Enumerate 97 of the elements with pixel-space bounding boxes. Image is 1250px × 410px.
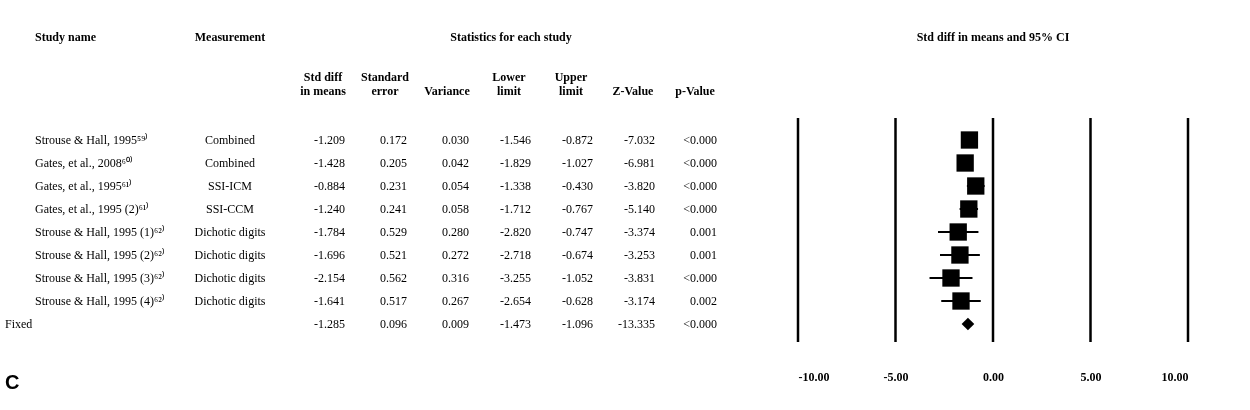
category-label: Strouse & Hall, 1995 (4)⁶²⁾: [35, 294, 165, 308]
text: 0.009: [442, 317, 469, 331]
text: -0.767: [562, 202, 593, 216]
category-label: Strouse & Hall, 1995 (1)⁶²⁾: [35, 225, 165, 239]
category-label: Gates, et al., 2008⁶⁰⁾: [35, 156, 133, 170]
text: 0.002: [690, 294, 717, 308]
text: 0.280: [442, 225, 469, 239]
text: 0.267: [442, 294, 469, 308]
text: 0.030: [442, 133, 469, 147]
text: -3.374: [624, 225, 655, 239]
category-label: Strouse & Hall, 1995 (2)⁶²⁾: [35, 248, 165, 262]
text: 0.529: [380, 225, 407, 239]
text: 0.562: [380, 271, 407, 285]
text: -1.473: [500, 317, 531, 331]
text: <0.000: [683, 133, 717, 147]
text: 0.521: [380, 248, 407, 262]
text: Dichotic digits: [194, 225, 266, 239]
category-label: Strouse & Hall, 1995⁵⁹⁾: [35, 133, 149, 147]
category-label: Measurement: [194, 30, 266, 44]
text: -3.820: [624, 179, 655, 193]
text: 0.205: [380, 156, 407, 170]
text: 0.241: [380, 202, 407, 216]
text: -3.255: [500, 271, 531, 285]
text: <0.000: [683, 179, 717, 193]
category-label: Std diff in means: [300, 70, 347, 98]
text: 0.272: [442, 248, 469, 262]
text: -6.981: [624, 156, 655, 170]
text: <0.000: [683, 271, 717, 285]
category-label: Standard error: [360, 70, 410, 98]
text: -1.209: [314, 133, 345, 147]
text: -2.718: [500, 248, 531, 262]
text: -1.712: [500, 202, 531, 216]
x-tick-label: 10.00: [1161, 369, 1189, 384]
text: -0.884: [314, 179, 345, 193]
x-tick-label: -5.00: [883, 369, 909, 384]
text: Dichotic digits: [194, 271, 266, 285]
text: 0.172: [380, 133, 407, 147]
text: 0.001: [690, 225, 717, 239]
text: Combined: [205, 156, 255, 170]
text: -3.174: [624, 294, 655, 308]
text: -2.820: [500, 225, 531, 239]
category-label: p-Value: [675, 84, 716, 98]
x-tick-label: -10.00: [798, 369, 830, 384]
text: -2.154: [314, 271, 345, 285]
text: <0.000: [683, 202, 717, 216]
text: 0.231: [380, 179, 407, 193]
category-label: Upper limit: [554, 70, 588, 98]
text: -1.784: [314, 225, 345, 239]
category-label: Variance: [424, 84, 471, 98]
text: -1.052: [562, 271, 593, 285]
x-tick-label: 5.00: [1080, 369, 1102, 384]
text: -7.032: [624, 133, 655, 147]
text: 0.058: [442, 202, 469, 216]
category-label: Strouse & Hall, 1995 (3)⁶²⁾: [35, 271, 165, 285]
text: 0.001: [690, 248, 717, 262]
text: -0.674: [562, 248, 593, 262]
text: -0.872: [562, 133, 593, 147]
text: -3.831: [624, 271, 655, 285]
category-label: Gates, et al., 1995⁶¹⁾: [35, 179, 133, 193]
text: -1.285: [314, 317, 345, 331]
text: -1.829: [500, 156, 531, 170]
text: -1.338: [500, 179, 531, 193]
text: Statistics for each study: [450, 30, 572, 44]
x-tick-label: 0.00: [983, 369, 1004, 384]
text: -0.430: [562, 179, 593, 193]
category-label: Fixed: [5, 317, 33, 331]
text: Combined: [205, 133, 255, 147]
text: -5.140: [624, 202, 655, 216]
text: -0.747: [562, 225, 593, 239]
text: <0.000: [683, 317, 717, 331]
text: SSI-CCM: [205, 202, 255, 216]
text: -1.240: [314, 202, 345, 216]
text: 0.096: [380, 317, 407, 331]
text: 0.517: [380, 294, 407, 308]
text: -0.628: [562, 294, 593, 308]
text: Study name: [35, 30, 97, 44]
text: 0.042: [442, 156, 469, 170]
category-label: Lower limit: [492, 70, 527, 98]
text: -1.428: [314, 156, 345, 170]
text: Dichotic digits: [194, 248, 266, 262]
text: SSI-ICM: [207, 179, 253, 193]
text: -13.335: [618, 317, 655, 331]
chart-title: Std diff in means and 95% CI: [916, 30, 1070, 44]
text: -3.253: [624, 248, 655, 262]
text: Dichotic digits: [194, 294, 266, 308]
text: <0.000: [683, 156, 717, 170]
text: -1.641: [314, 294, 345, 308]
text: -1.096: [562, 317, 593, 331]
text: 0.316: [442, 271, 469, 285]
category-label: Z-Value: [612, 84, 655, 98]
text: -1.696: [314, 248, 345, 262]
text: C: [5, 371, 20, 393]
text: 0.054: [442, 179, 469, 193]
category-label: Gates, et al., 1995 (2)⁶¹⁾: [35, 202, 150, 216]
text: -1.027: [562, 156, 593, 170]
text: -1.546: [500, 133, 531, 147]
text: -2.654: [500, 294, 531, 308]
